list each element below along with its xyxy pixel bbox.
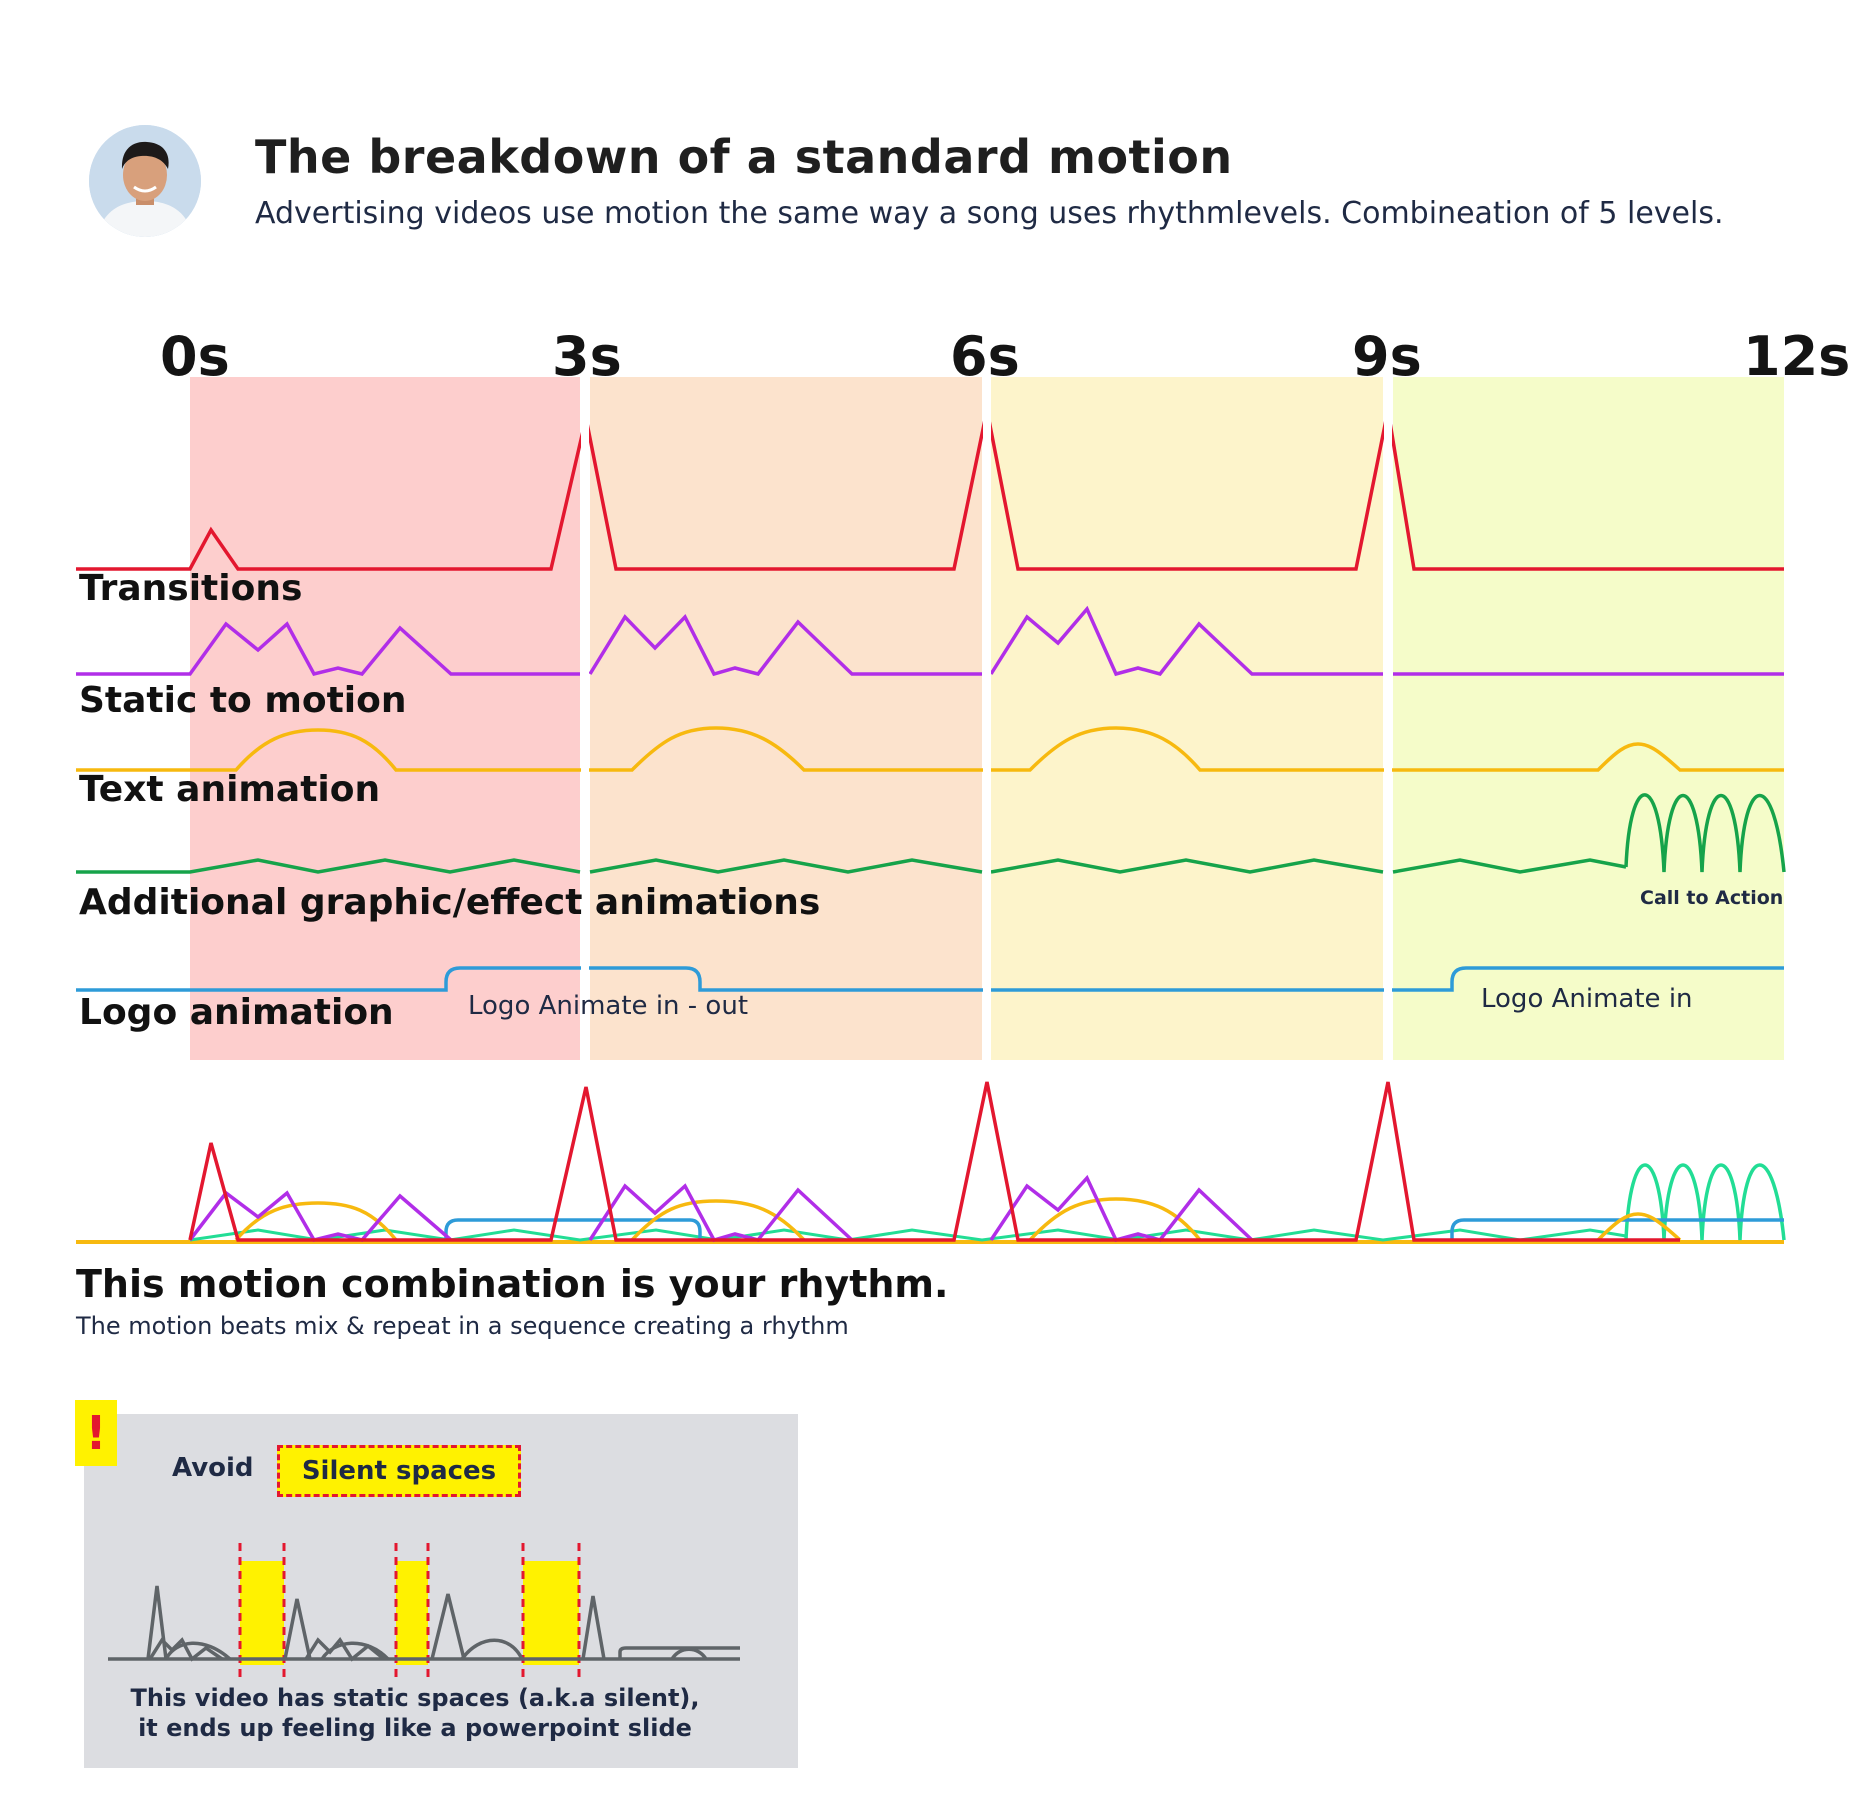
mini-arc-4	[670, 1647, 708, 1661]
mini-spike-4	[581, 1595, 606, 1660]
combination-chart	[76, 1081, 1786, 1244]
silent-spaces-badge: Silent spaces	[277, 1445, 521, 1497]
tick-6s: 6s	[950, 325, 1020, 388]
page-subtitle: Advertising videos use motion the same w…	[255, 196, 1724, 231]
warning-note-line-2: it ends up feeling like a powerpoint sli…	[138, 1714, 692, 1742]
mini-logo-step	[618, 1646, 740, 1659]
combo-purple-2	[588, 1183, 854, 1243]
label-text-animation: Text animation	[79, 769, 381, 810]
segment-0-3s	[190, 377, 580, 1060]
combo-green	[189, 1228, 1627, 1242]
segment-3-6s	[590, 377, 982, 1060]
mini-wave-1	[148, 1637, 223, 1662]
divider-9s	[1384, 377, 1392, 1060]
warning-note-line-1: This video has static spaces (a.k.a sile…	[130, 1684, 700, 1712]
additional-line-4	[1392, 858, 1627, 874]
combo-blue	[444, 1218, 1784, 1240]
page-title: The breakdown of a standard motion	[255, 130, 1233, 184]
additional-line-2	[589, 858, 983, 874]
logo-animation-line	[76, 966, 1784, 992]
combo-red	[188, 1081, 1680, 1242]
combo-yellow	[234, 1197, 1682, 1242]
segment-9-12s	[1393, 377, 1784, 1060]
mini-arc-2	[320, 1641, 390, 1661]
additional-line-3	[990, 858, 1384, 874]
mini-arc-3	[460, 1638, 524, 1661]
warning-icon: !	[75, 1400, 117, 1466]
combination-subtitle: The motion beats mix & repeat in a seque…	[76, 1312, 849, 1340]
label-logo-in-out: Logo Animate in - out	[468, 991, 749, 1021]
static-motion-line-3	[989, 605, 1383, 677]
label-additional-animations: Additional graphic/effect animations	[79, 882, 821, 923]
mini-spike-1	[146, 1585, 168, 1660]
avatar-portrait	[89, 125, 201, 237]
static-motion-line-2	[588, 614, 982, 677]
avoid-label: Avoid	[172, 1453, 254, 1483]
text-animation-line	[76, 726, 1784, 772]
combo-green-loops	[1624, 1163, 1786, 1241]
label-logo-in: Logo Animate in	[1481, 984, 1693, 1014]
mini-arc-1	[164, 1641, 232, 1661]
label-static-to-motion: Static to motion	[79, 680, 407, 721]
divider-3s	[581, 377, 589, 1060]
divider-6s	[983, 377, 991, 1060]
additional-line-1	[76, 858, 581, 874]
combination-title: This motion combination is your rhythm.	[76, 1262, 949, 1306]
tick-0s: 0s	[160, 325, 230, 388]
call-to-action-loops	[1624, 793, 1786, 873]
label-call-to-action: Call to Action	[1640, 887, 1784, 909]
mini-spike-2	[283, 1598, 312, 1660]
tick-9s: 9s	[1352, 325, 1422, 388]
static-motion-line-1	[76, 621, 580, 677]
warning-note: This video has static spaces (a.k.a sile…	[90, 1683, 740, 1743]
mini-spike-3	[430, 1593, 466, 1660]
label-transitions: Transitions	[79, 568, 303, 609]
transitions-line	[76, 409, 1784, 571]
silent-spaces-chart	[108, 1543, 740, 1677]
silent-gap-3	[523, 1561, 579, 1665]
silent-gap-2	[396, 1561, 428, 1665]
label-logo-animation: Logo animation	[79, 992, 394, 1033]
combo-purple-3	[989, 1174, 1254, 1243]
silent-gap-1	[240, 1561, 284, 1665]
tick-12s: 12s	[1743, 325, 1851, 388]
segment-6-9s	[991, 377, 1383, 1060]
author-avatar	[89, 125, 201, 237]
tick-3s: 3s	[552, 325, 622, 388]
